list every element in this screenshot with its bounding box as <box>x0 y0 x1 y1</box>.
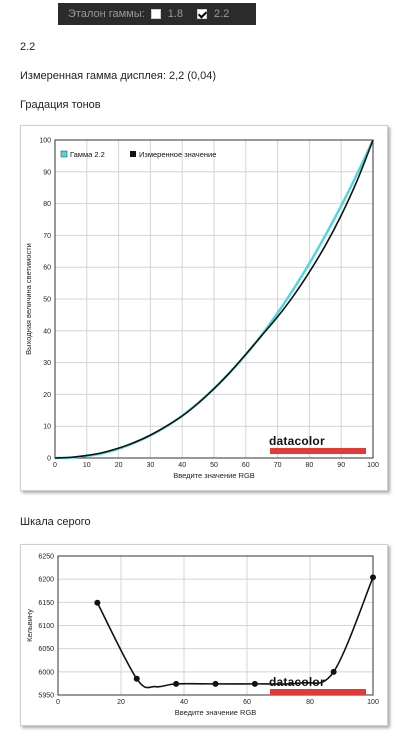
brand-logo-text: datacolor <box>269 675 325 689</box>
series-line-measured <box>54 139 374 459</box>
y-tick-label: 6200 <box>38 577 54 584</box>
gamma-value-title: 2.2 <box>20 41 36 53</box>
y-tick-label: 5950 <box>38 693 54 700</box>
brand-logo-text: datacolor <box>269 434 325 448</box>
x-tick-label: 70 <box>274 462 282 469</box>
tone-response-chart: 0 10 20 30 40 50 60 70 80 90 100 0 10 20 30 40 50 60 70 80 9… <box>24 138 379 481</box>
x-axis-label: Введите значение RGB <box>175 708 257 717</box>
y-tick-label: 20 <box>43 392 51 399</box>
data-point <box>251 680 258 687</box>
legend-swatch-gamma <box>60 150 68 158</box>
y-tick-label: 90 <box>43 169 51 176</box>
x-tick-label: 60 <box>242 462 250 469</box>
x-tick-label: 0 <box>53 462 57 469</box>
data-point <box>173 680 180 687</box>
data-point <box>94 599 101 606</box>
grayscale-chart-panel: 0 20 40 60 80 100 5950 6000 6050 6100 6150 6200 6250… <box>20 544 388 726</box>
x-axis-label: Введите значение RGB <box>173 471 255 480</box>
y-tick-label: 6050 <box>38 646 54 653</box>
gamma-2-2-label[interactable]: 2.2 <box>214 8 230 20</box>
legend-label-gamma: Гамма 2.2 <box>70 150 105 159</box>
y-axis-label: Выходная величина светимости <box>24 243 33 355</box>
x-tick-label: 80 <box>306 699 314 706</box>
y-tick-label: 6100 <box>38 623 54 630</box>
y-tick-label: 30 <box>43 360 51 367</box>
y-tick-label: 60 <box>43 265 51 272</box>
y-tick-label: 40 <box>43 328 51 335</box>
x-tick-label: 100 <box>367 699 379 706</box>
x-tick-label: 40 <box>180 699 188 706</box>
brand-logo-bar <box>270 689 366 695</box>
measured-gamma-text: Измеренная гамма дисплея: 2,2 (0,04) <box>20 70 217 82</box>
data-point <box>370 574 376 581</box>
y-tick-label: 0 <box>47 456 51 463</box>
tone-section-title: Градация тонов <box>20 99 101 111</box>
y-tick-label: 10 <box>43 424 51 431</box>
x-tick-label: 100 <box>367 462 379 469</box>
x-tick-label: 90 <box>337 462 345 469</box>
y-tick-label: 6150 <box>38 600 54 607</box>
gamma-2-2-checkbox[interactable] <box>197 9 208 19</box>
y-tick-label: 80 <box>43 201 51 208</box>
x-tick-label: 80 <box>306 462 314 469</box>
y-tick-label: 70 <box>43 233 51 240</box>
y-tick-label: 6250 <box>38 554 54 561</box>
y-axis-label: Кельвину <box>25 609 34 642</box>
grayscale-chart: 0 20 40 60 80 100 5950 6000 6050 6100 6150 6200 6250… <box>25 554 379 718</box>
gamma-1-8-label[interactable]: 1.8 <box>167 8 184 20</box>
y-tick-label: 50 <box>43 297 51 304</box>
tone-chart-panel: 0 10 20 30 40 50 60 70 80 90 100 0 10 20 30 40 50 60 70 80 9… <box>20 125 388 491</box>
data-point <box>212 680 219 687</box>
gamma-reference-label: Эталон гаммы: <box>68 8 145 20</box>
legend-swatch-measured <box>130 151 136 157</box>
x-tick-label: 50 <box>210 462 218 469</box>
y-tick-label: 100 <box>39 138 51 145</box>
x-tick-label: 30 <box>147 462 155 469</box>
gamma-reference-selector: Эталон гаммы: 1.8 2.2 <box>58 3 256 25</box>
plot-border <box>54 139 374 459</box>
brand-logo-bar <box>270 448 366 454</box>
data-point <box>330 668 337 675</box>
x-tick-label: 10 <box>83 462 91 469</box>
gamma-1-8-checkbox[interactable] <box>150 9 161 19</box>
x-tick-label: 0 <box>56 699 60 706</box>
x-tick-label: 20 <box>115 462 123 469</box>
x-tick-label: 60 <box>243 699 251 706</box>
y-tick-label: 6000 <box>38 669 54 676</box>
x-tick-label: 20 <box>117 699 125 706</box>
data-point <box>133 675 140 682</box>
x-tick-label: 40 <box>178 462 186 469</box>
legend-label-measured: Измеренное значение <box>139 150 216 159</box>
plot-border <box>57 555 374 696</box>
top-bar: Эталон гаммы: 1.8 2.2 <box>0 0 400 30</box>
gray-section-title: Шкала серого <box>20 516 91 528</box>
